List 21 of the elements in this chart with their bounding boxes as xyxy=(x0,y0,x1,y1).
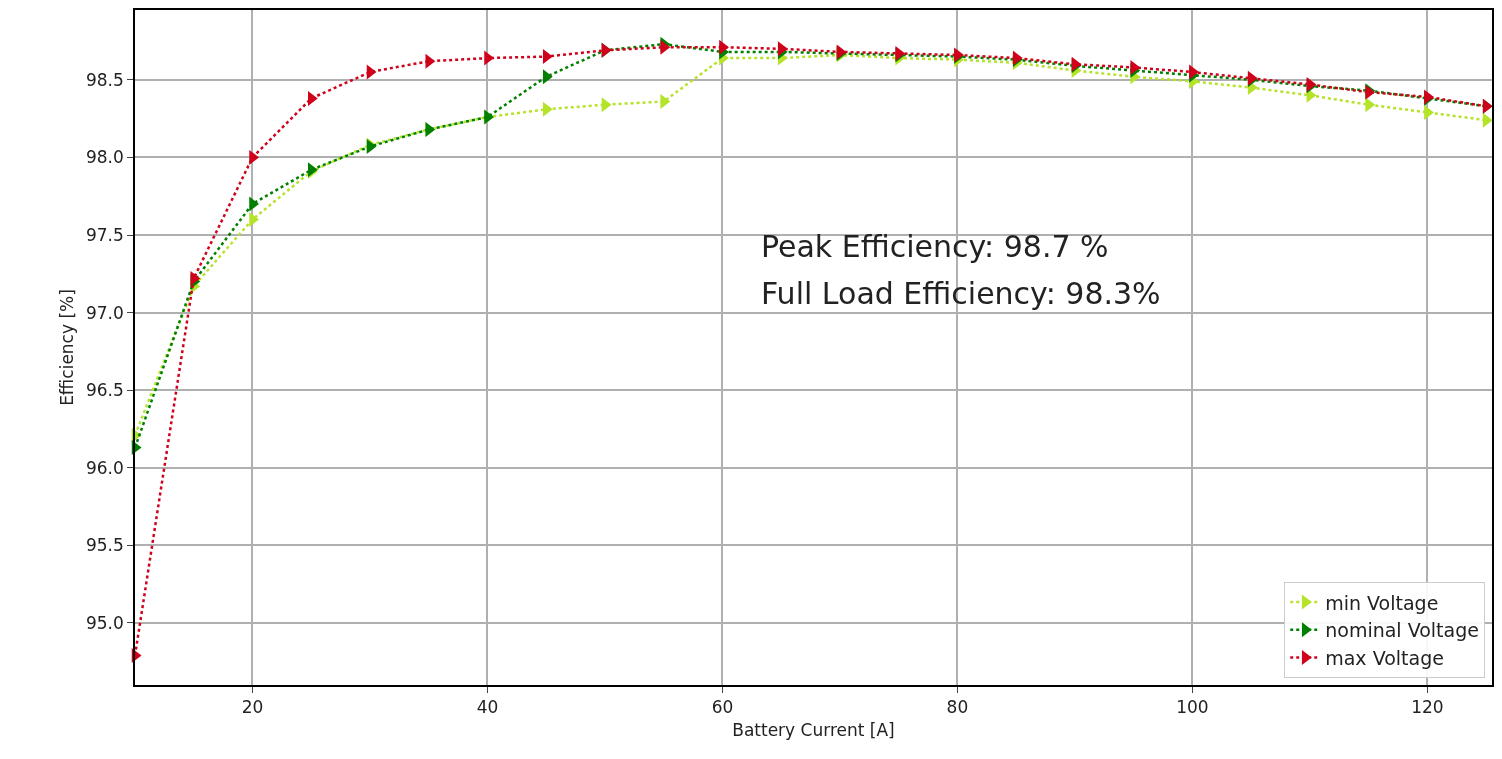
y-tick-label: 96.0 xyxy=(85,457,124,478)
y-tick-label: 95.0 xyxy=(85,612,124,633)
annotation: Full Load Efficiency: 98.3% xyxy=(761,276,1161,311)
legend-label: nominal Voltage xyxy=(1325,619,1479,642)
y-tick-label: 97.5 xyxy=(85,224,124,245)
y-tick-label: 98.0 xyxy=(85,147,124,168)
legend-label: max Voltage xyxy=(1325,646,1444,669)
y-axis-title: Efficiency [%] xyxy=(57,289,78,406)
x-tick-label: 80 xyxy=(946,697,969,718)
y-tick-label: 95.5 xyxy=(85,535,124,556)
y-tick-label: 98.5 xyxy=(85,69,124,90)
x-tick-label: 40 xyxy=(476,697,499,718)
x-tick-label: 20 xyxy=(241,697,264,718)
y-tick-label: 97.0 xyxy=(85,302,124,323)
x-tick-label: 120 xyxy=(1411,697,1444,718)
annotation: Peak Efficiency: 98.7 % xyxy=(761,229,1109,264)
x-axis-title: Battery Current [A] xyxy=(732,720,895,741)
x-tick-label: 100 xyxy=(1176,697,1209,718)
x-tick-label: 60 xyxy=(711,697,734,718)
legend-label: min Voltage xyxy=(1325,591,1439,614)
y-tick-label: 96.5 xyxy=(85,380,124,401)
